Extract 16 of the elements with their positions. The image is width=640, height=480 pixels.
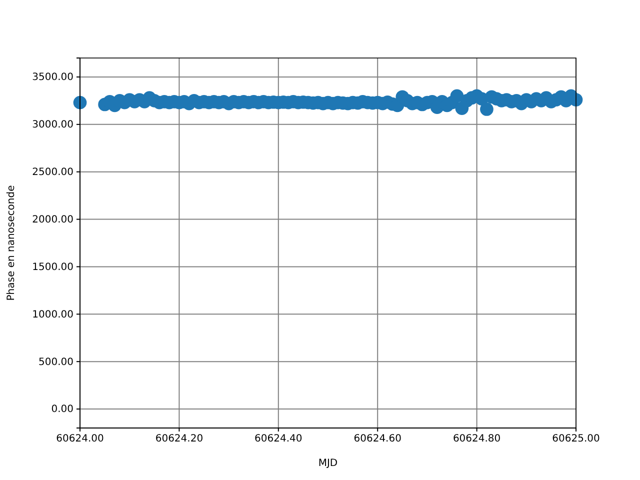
x-tick-label: 60624.40 xyxy=(254,434,302,445)
x-axis-title: MJD xyxy=(318,458,338,469)
y-tick-label: 3500.00 xyxy=(32,72,74,84)
x-tick-label: 60625.00 xyxy=(552,434,600,445)
y-axis-title: Phase en nanoseconde xyxy=(6,185,17,301)
y-tick-label: 2000.00 xyxy=(32,214,74,226)
x-tick-label: 60624.80 xyxy=(452,434,501,445)
x-tick-label: 60624.20 xyxy=(155,434,204,445)
y-tick-label: 500.00 xyxy=(38,356,74,368)
x-tick-label: 60624.00 xyxy=(56,434,104,445)
y-tick-label: 1000.00 xyxy=(32,309,74,320)
y-tick-label: 0.00 xyxy=(51,404,74,416)
y-tick-label: 2500.00 xyxy=(32,167,74,178)
y-tick-label: 1500.00 xyxy=(32,262,74,273)
x-tick-label: 60624.60 xyxy=(354,434,402,445)
y-tick-label: 3000.00 xyxy=(32,120,74,131)
